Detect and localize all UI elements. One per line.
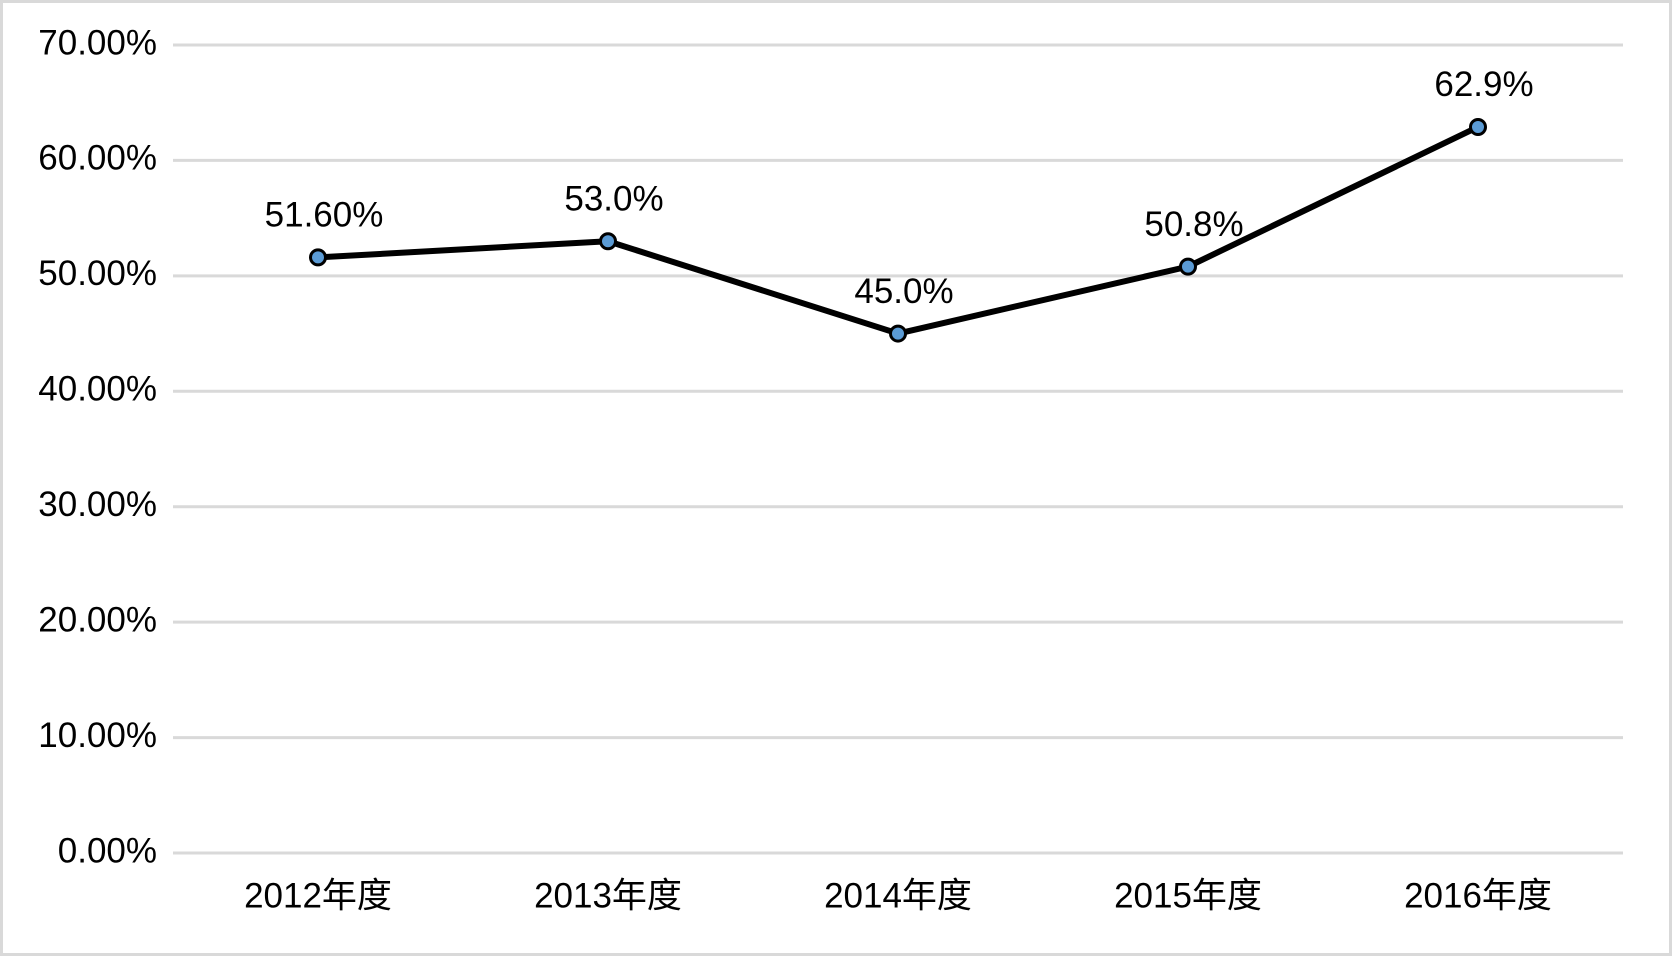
data-point <box>1179 257 1197 276</box>
x-tick-label: 2012年度 <box>244 876 392 915</box>
data-point <box>599 232 617 251</box>
data-point <box>309 248 327 267</box>
y-tick-label: 30.00% <box>38 485 157 524</box>
y-tick-label: 50.00% <box>38 254 157 293</box>
data-label: 50.8% <box>1144 205 1243 244</box>
y-tick-label: 20.00% <box>38 600 157 639</box>
data-point <box>889 324 907 343</box>
x-tick-label: 2015年度 <box>1114 876 1262 915</box>
x-tick-label: 2014年度 <box>824 876 972 915</box>
x-tick-label: 2016年度 <box>1404 876 1552 915</box>
y-tick-label: 0.00% <box>58 831 157 870</box>
y-tick-label: 10.00% <box>38 716 157 755</box>
y-tick-label: 40.00% <box>38 370 157 409</box>
y-tick-label: 70.00% <box>38 23 157 62</box>
data-label: 53.0% <box>564 179 663 218</box>
data-label: 51.60% <box>265 196 384 235</box>
data-point <box>1469 117 1487 136</box>
x-tick-label: 2013年度 <box>534 876 682 915</box>
y-tick-label: 60.00% <box>38 139 157 178</box>
data-label: 45.0% <box>854 272 953 311</box>
data-label: 62.9% <box>1434 65 1533 104</box>
